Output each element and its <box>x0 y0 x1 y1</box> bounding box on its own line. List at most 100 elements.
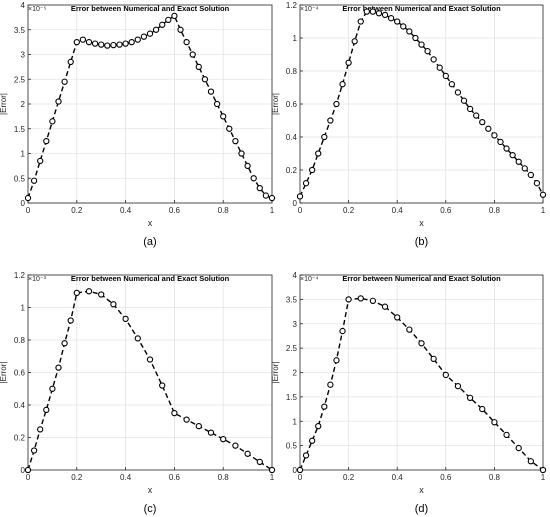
y-tick-label: 4 <box>293 271 298 280</box>
y-tick-label: 0.6 <box>286 100 298 109</box>
data-point <box>333 100 340 108</box>
y-tick-label: 0.2 <box>14 434 26 443</box>
y-tick-label: 2 <box>21 100 26 109</box>
data-point <box>262 192 270 199</box>
data-point <box>497 138 504 146</box>
data-point <box>55 98 62 105</box>
x-axis-label: x <box>148 485 153 495</box>
data-point <box>381 11 389 19</box>
x-tick-label: 0.6 <box>440 473 452 482</box>
y-tick-label: 0 <box>293 466 298 475</box>
x-tick-label: 0 <box>298 473 303 482</box>
data-point <box>79 36 87 43</box>
data-point <box>321 133 328 141</box>
data-point <box>122 315 129 323</box>
data-point <box>73 289 80 297</box>
data-point <box>509 151 516 159</box>
data-point <box>85 288 93 295</box>
data-point <box>527 458 534 465</box>
data-point <box>466 105 474 113</box>
data-point <box>296 193 304 200</box>
data-point <box>37 426 44 433</box>
y-tick-label: 0.8 <box>14 336 26 345</box>
data-point <box>122 40 129 47</box>
x-tick-label: 1 <box>541 206 546 215</box>
chart-panel-1: 0 0.2 0.4 0.6 0.8 1 0 0.5 1 1.5 2 2.5 3 3.5 4 ×10⁻⁵ Erro… <box>0 1 276 248</box>
data-point <box>183 416 190 423</box>
data-point <box>479 405 486 413</box>
data-point <box>256 458 263 466</box>
data-point <box>430 355 437 362</box>
y-tick-label: 4 <box>21 1 26 10</box>
data-point <box>369 297 377 304</box>
data-point <box>515 158 522 165</box>
x-axis-label: x <box>419 485 424 495</box>
data-point <box>268 466 276 474</box>
y-tick-label: 0 <box>21 466 26 475</box>
y-axis-label: |Error| <box>271 362 280 384</box>
y-tick-label: 0 <box>21 199 26 208</box>
y-tick-label: 1.2 <box>286 1 298 10</box>
y-tick-label: 1 <box>293 34 298 43</box>
data-point <box>152 26 160 33</box>
data-point <box>189 51 196 58</box>
data-point <box>345 59 352 66</box>
data-point <box>302 180 310 187</box>
data-point <box>159 382 166 389</box>
x-tick-label: 0.6 <box>440 206 452 215</box>
y-tick-label: 1.2 <box>14 271 26 280</box>
y-tick-label: 1.5 <box>14 125 26 134</box>
data-point <box>195 422 202 430</box>
data-point <box>146 356 154 363</box>
data-point <box>165 16 172 23</box>
data-point <box>232 442 239 449</box>
data-point <box>244 450 251 457</box>
y-tick-label: 0.6 <box>14 369 26 378</box>
x-tick-label: 1 <box>541 473 546 482</box>
data-point <box>98 291 105 298</box>
data-point <box>104 42 111 49</box>
x-axis-label: x <box>419 218 424 228</box>
data-point <box>424 48 431 55</box>
data-point <box>460 97 468 104</box>
x-tick-label: 0.8 <box>489 206 501 215</box>
data-point <box>61 340 68 347</box>
data-point <box>73 38 80 46</box>
data-point <box>226 125 233 132</box>
y-tick-label: 0.5 <box>14 174 26 183</box>
x-tick-label: 0.8 <box>218 206 230 215</box>
data-point <box>363 8 370 15</box>
data-point <box>238 150 245 157</box>
data-point <box>315 422 322 430</box>
data-point <box>327 381 334 388</box>
x-tick-label: 0.4 <box>120 206 132 215</box>
data-point <box>140 33 148 40</box>
data-point <box>110 301 117 308</box>
chart-title: Error between Numerical and Exact Soluti… <box>342 274 501 283</box>
chart-title: Error between Numerical and Exact Soluti… <box>342 4 501 13</box>
data-point <box>24 194 32 202</box>
y-tick-label: 3 <box>21 51 26 60</box>
y-tick-label: 0.2 <box>286 166 298 175</box>
data-point <box>345 296 352 303</box>
x-tick-label: 0.2 <box>71 473 83 482</box>
data-point <box>351 38 358 45</box>
data-point <box>220 435 227 443</box>
chart-panel-3: 0 0.2 0.4 0.6 0.8 1 0 0.2 0.4 0.6 0.8 1 1.2 ×10⁻³ Erro… <box>0 271 276 515</box>
data-point <box>327 117 334 124</box>
data-point <box>43 137 50 145</box>
data-point <box>24 466 32 474</box>
data-point <box>55 364 62 371</box>
data-point <box>454 382 462 390</box>
y-exponent-label: ×10⁻⁴ <box>300 6 319 13</box>
data-point <box>400 23 407 30</box>
panel-label: (b) <box>415 236 428 248</box>
y-tick-label: 0.4 <box>286 133 298 142</box>
data-point <box>232 137 239 145</box>
chart-panel-2: 0 0.2 0.4 0.6 0.8 1 0 0.2 0.4 0.6 0.8 1 1.2 ×10⁻⁴ Erro… <box>271 1 547 248</box>
data-point <box>442 72 449 80</box>
y-tick-label: 1 <box>293 417 298 426</box>
data-point <box>91 40 99 47</box>
panel-label: (c) <box>144 503 157 515</box>
data-point <box>43 406 50 414</box>
